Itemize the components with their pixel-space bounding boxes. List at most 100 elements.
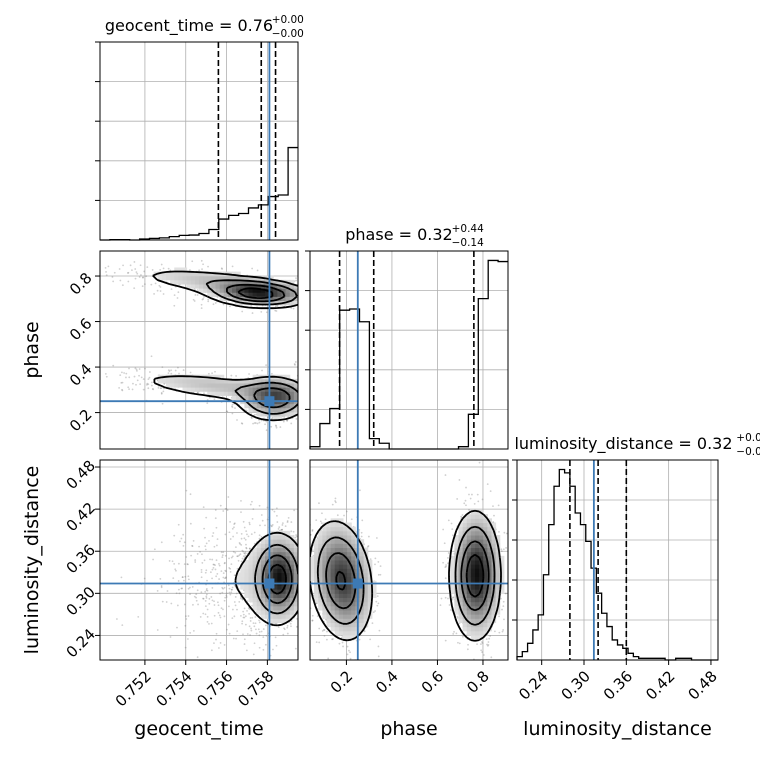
panel-geocent-time-vs-phase-point <box>318 389 320 391</box>
panel-geocent-time-vs-phase-cell <box>227 275 233 281</box>
panel-geocent-time-vs-luminosity-distance-point <box>231 527 234 530</box>
panel-geocent-time-vs-luminosity-distance-point <box>302 584 304 586</box>
panel-geocent-time-vs-phase-cell <box>293 288 298 293</box>
panel-geocent-time-vs-phase-cell <box>207 383 212 388</box>
panel-geocent-time-vs-phase-point <box>299 411 301 413</box>
panel-geocent-time-vs-phase-point <box>306 297 308 299</box>
panel-geocent-time-vs-luminosity-distance-point <box>186 563 189 565</box>
panel-geocent-time-vs-luminosity-distance-point <box>270 524 273 527</box>
panel-geocent-time-vs-phase-point <box>344 395 346 397</box>
panel-geocent-time-vs-luminosity-distance-point <box>228 566 231 569</box>
panel-phase-vs-luminosity-distance-point <box>461 514 464 516</box>
panel-geocent-time-vs-luminosity-distance-cell <box>285 601 291 607</box>
panel-geocent-time-vs-phase-point <box>282 420 285 423</box>
panel-phase-vs-luminosity-distance-point <box>363 630 366 633</box>
panel-geocent-time-vs-luminosity-distance-point <box>252 508 255 511</box>
panel-geocent-time-vs-phase-point <box>87 262 89 264</box>
panel-geocent-time-vs-luminosity-distance-point <box>221 554 224 557</box>
panel-geocent-time-vs-luminosity-distance-cell <box>277 597 282 603</box>
panel-geocent-time-vs-luminosity-distance-point <box>252 653 255 656</box>
panel-geocent-time-vs-phase-cell <box>236 383 241 388</box>
panel-geocent-time-vs-luminosity-distance-point <box>300 576 302 578</box>
panel-phase-vs-luminosity-distance-point <box>490 656 493 659</box>
panel-geocent-time-vs-phase-cell <box>273 407 278 413</box>
panel-geocent-time-vs-luminosity-distance-cell <box>273 605 278 611</box>
panel-geocent-time-vs-luminosity-distance-point <box>234 596 237 598</box>
panel-geocent-time-vs-phase-point <box>161 366 164 369</box>
panel-geocent-time-vs-luminosity-distance-point <box>259 524 261 527</box>
panel-geocent-time-vs-phase-point <box>126 272 129 274</box>
panel-geocent-time-vs-phase-point <box>128 367 130 370</box>
panel-geocent-time-vs-luminosity-distance-point <box>225 576 227 579</box>
panel-geocent-time-vs-phase-cell <box>215 374 221 380</box>
panel-geocent-time-vs-phase-point <box>140 376 143 379</box>
panel-geocent-time-vs-luminosity-distance-point <box>204 613 207 616</box>
panel-geocent-time-vs-luminosity-distance-point <box>242 589 245 592</box>
panel-geocent-time-vs-luminosity-distance-point <box>206 615 209 618</box>
panel-geocent-time-vs-luminosity-distance-point <box>250 533 253 536</box>
panel-geocent-time-vs-luminosity-distance-cell <box>281 601 287 607</box>
panel-geocent-time-vs-luminosity-distance-cell <box>260 614 266 619</box>
panel-geocent-time-vs-luminosity-distance-cell <box>289 560 295 565</box>
panel-geocent-time-vs-phase-cell <box>248 391 254 396</box>
panel-geocent-time-vs-luminosity-distance-point <box>224 577 226 580</box>
panel-geocent-time-vs-luminosity-distance-cell <box>265 597 270 603</box>
panel-geocent-time-vs-phase-point <box>301 409 303 411</box>
panel-geocent-time-vs-phase-point <box>207 372 210 375</box>
panel-geocent-time-vs-luminosity-distance-point <box>242 616 245 619</box>
panel-geocent-time-vs-phase-point <box>148 376 151 379</box>
panel-geocent-time-vs-phase-point <box>290 422 293 425</box>
panel-geocent-time-vs-luminosity-distance-point <box>223 562 226 565</box>
panel-geocent-time-vs-phase-point <box>234 407 236 410</box>
panel-geocent-time-vs-luminosity-distance-point <box>305 596 307 598</box>
panel-geocent-time-vs-luminosity-distance-cell <box>265 601 270 607</box>
panel-geocent-time-vs-luminosity-distance-point <box>198 545 200 548</box>
panel-geocent-time-vs-luminosity-distance-point <box>260 630 263 633</box>
panel-geocent-time-vs-luminosity-distance-point <box>213 600 215 603</box>
panel-geocent-time-vs-luminosity-distance-point <box>235 592 238 595</box>
panel-geocent-time-vs-luminosity-distance-cell <box>281 551 287 557</box>
panel-geocent-time-vs-luminosity-distance-point <box>284 525 287 527</box>
panel-geocent-time-vs-phase-point <box>198 269 201 272</box>
panel-geocent-time-vs-phase-point <box>301 409 303 411</box>
panel-geocent-time-vs-phase-cell <box>203 275 208 281</box>
panel-geocent-time-vs-luminosity-distance-point <box>174 568 177 571</box>
panel-phase-vs-luminosity-distance-point <box>377 573 380 576</box>
panel-geocent-time-vs-luminosity-distance-point <box>143 577 146 580</box>
panel-geocent-time-vs-luminosity-distance-point <box>223 586 226 589</box>
panel-geocent-time-vs-phase-point <box>320 292 322 294</box>
panel-geocent-time-vs-luminosity-distance-point <box>307 538 309 540</box>
panel-phase-vs-luminosity-distance-point <box>311 619 314 622</box>
panel-geocent-time-vs-phase-point <box>260 310 263 313</box>
panel-geocent-time-vs-phase-cell <box>232 387 237 392</box>
panel-geocent-time-vs-phase-point <box>294 363 296 366</box>
panel-geocent-time-vs-luminosity-distance-point <box>275 644 278 647</box>
panel-geocent-time-vs-luminosity-distance-point <box>292 530 295 533</box>
panel-geocent-time-vs-luminosity-distance-point <box>227 584 230 587</box>
panel-geocent-time-vs-phase-point <box>321 400 323 402</box>
panel-phase-vs-luminosity-distance-point <box>457 641 459 644</box>
panel-geocent-time-vs-phase-point <box>303 395 305 397</box>
panel-geocent-time-vs-luminosity-distance-point <box>300 569 302 571</box>
panel-geocent-time-vs-phase-point <box>127 386 130 389</box>
panel-geocent-time-vs-luminosity-distance-point <box>234 604 237 607</box>
panel-geocent-time-vs-phase-cell <box>281 391 287 396</box>
panel-phase-vs-luminosity-distance-point <box>374 610 376 612</box>
panel-geocent-time-vs-luminosity-distance-point <box>194 559 197 561</box>
panel-geocent-time-vs-luminosity-distance-point <box>184 624 187 627</box>
panel-geocent-time-vs-luminosity-distance-point <box>211 558 214 561</box>
panel-geocent-time-vs-luminosity-distance-point <box>305 573 307 575</box>
panel-geocent-time-vs-luminosity-distance-point <box>277 626 280 629</box>
panel-geocent-time-vs-phase-cell <box>293 296 298 301</box>
panel-geocent-time-vs-phase-cell <box>240 383 245 388</box>
panel-geocent-time-vs-luminosity-distance-cell <box>252 597 258 603</box>
panel-geocent-time-vs-phase-point <box>304 422 306 424</box>
panel-geocent-time-vs-phase-cell <box>289 395 295 400</box>
panel-geocent-time-vs-phase-cell <box>269 387 274 392</box>
panel-geocent-time-vs-phase-point <box>208 396 211 399</box>
panel-geocent-time-vs-phase-point <box>302 290 304 292</box>
panel-phase-vs-luminosity-distance-point <box>311 530 314 532</box>
panel-geocent-time-vs-luminosity-distance-point <box>300 486 302 488</box>
panel-geocent-time-vs-phase-cell <box>215 279 221 285</box>
panel-geocent-time-vs-phase-point <box>178 372 180 375</box>
